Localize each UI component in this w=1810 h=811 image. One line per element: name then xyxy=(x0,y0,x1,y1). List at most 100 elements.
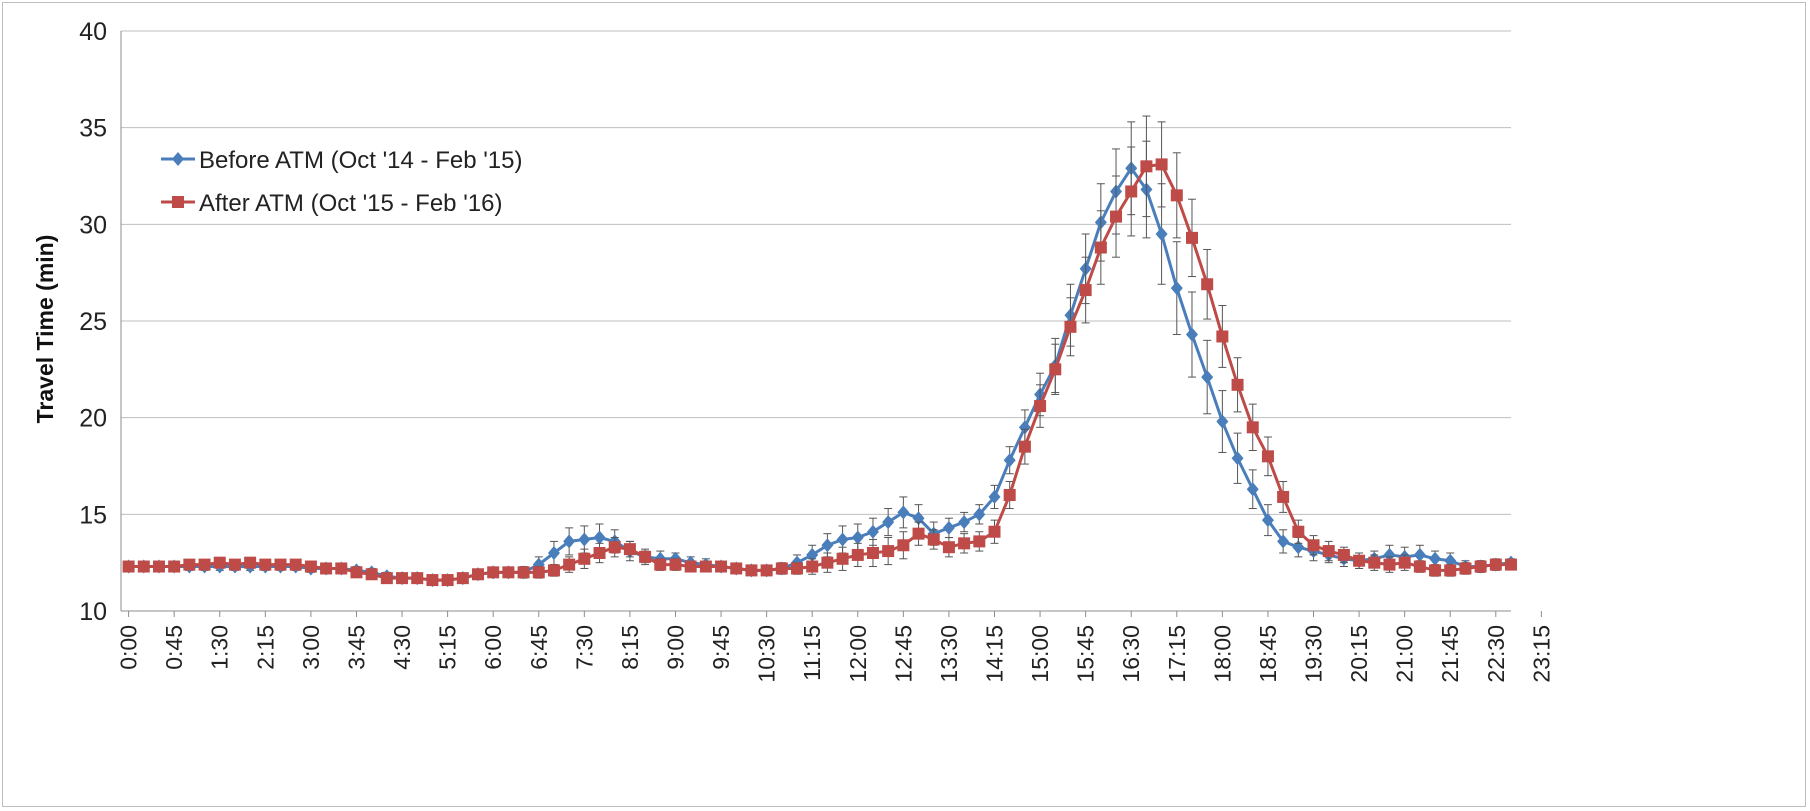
y-tick-label: 10 xyxy=(79,598,107,626)
data-point xyxy=(866,524,879,539)
data-point xyxy=(137,560,150,573)
data-point xyxy=(1277,490,1290,503)
x-tick-label: 19:30 xyxy=(1301,625,1327,683)
data-point xyxy=(1337,548,1350,561)
data-point xyxy=(1170,189,1183,202)
data-point xyxy=(1201,278,1214,291)
x-tick-label: 18:45 xyxy=(1255,625,1281,683)
data-point xyxy=(973,507,986,522)
data-point xyxy=(487,566,500,579)
data-point xyxy=(988,525,1001,538)
axes xyxy=(120,31,1511,612)
x-tick-label: 22:30 xyxy=(1483,625,1509,683)
data-point xyxy=(684,560,697,573)
y-tick-label: 40 xyxy=(79,18,107,46)
legend-entry-before: Before ATM (Oct '14 - Feb '15) xyxy=(161,147,523,174)
x-tick-label: 21:00 xyxy=(1392,625,1418,683)
data-point xyxy=(304,560,317,573)
data-point xyxy=(593,547,606,559)
x-tick-label: 15:45 xyxy=(1073,625,1099,683)
data-point xyxy=(1003,489,1016,501)
data-point xyxy=(1383,547,1396,562)
gridlines xyxy=(121,30,1511,515)
data-point xyxy=(1216,414,1229,429)
data-point xyxy=(1201,370,1214,385)
data-point xyxy=(1429,564,1442,577)
data-point xyxy=(1398,556,1411,569)
data-point xyxy=(669,558,682,571)
data-point xyxy=(1155,158,1168,171)
x-tick-label: 3:45 xyxy=(343,625,369,670)
data-point xyxy=(806,560,819,573)
data-point xyxy=(1246,482,1259,497)
x-tick-label: 0:00 xyxy=(116,625,142,670)
data-point xyxy=(1231,378,1244,391)
data-point xyxy=(654,558,667,571)
data-point xyxy=(563,558,576,571)
data-point xyxy=(1018,420,1031,435)
data-point xyxy=(927,533,940,546)
y-tick-labels: 10 15 20 25 30 35 40 xyxy=(79,18,107,626)
series-line xyxy=(128,166,1512,582)
data-point xyxy=(335,562,348,575)
data-point xyxy=(882,545,895,558)
data-point xyxy=(563,534,576,549)
data-point xyxy=(1094,241,1107,254)
y-tick-label: 20 xyxy=(79,405,107,433)
data-point xyxy=(213,556,226,569)
x-tick-label: 21:45 xyxy=(1437,625,1463,683)
data-point xyxy=(1231,451,1244,466)
x-tick-label: 3:00 xyxy=(298,625,324,670)
x-tick-label: 23:15 xyxy=(1528,625,1554,683)
data-point xyxy=(228,558,241,571)
data-point xyxy=(1185,231,1198,244)
data-point xyxy=(608,541,621,554)
data-point xyxy=(836,532,849,547)
data-point xyxy=(1322,545,1335,558)
data-point xyxy=(411,572,424,585)
data-point xyxy=(532,566,545,579)
data-point xyxy=(1474,560,1487,573)
legend-label-before: Before ATM (Oct '14 - Feb '15) xyxy=(199,147,523,174)
data-point xyxy=(1353,554,1366,567)
x-tick-labels: 0:00 0:45 1:30 2:15 3:00 3:45 4:30 5:15 6:00 6:45… xyxy=(116,611,1554,683)
legend-marker-before xyxy=(172,152,184,166)
x-tick-label: 11:15 xyxy=(799,625,825,681)
data-point xyxy=(578,552,591,565)
data-point xyxy=(821,538,834,553)
y-tick-label: 25 xyxy=(79,308,107,336)
data-point xyxy=(897,539,910,552)
data-point xyxy=(760,564,773,577)
x-tick-label: 15:00 xyxy=(1027,625,1053,683)
y-tick-label: 30 xyxy=(79,211,107,239)
data-point xyxy=(183,558,196,571)
data-point xyxy=(988,489,1001,504)
data-point xyxy=(836,552,849,565)
data-point xyxy=(456,572,469,585)
data-point xyxy=(623,543,636,556)
data-point xyxy=(1034,400,1047,413)
data-point xyxy=(1018,440,1031,453)
y-axis-label: Travel Time (min) xyxy=(32,235,58,424)
series-line xyxy=(128,162,1511,582)
data-point xyxy=(198,558,211,571)
data-point xyxy=(396,572,409,585)
data-point xyxy=(1110,210,1123,223)
data-point xyxy=(168,560,181,573)
data-point xyxy=(1459,562,1472,575)
data-point xyxy=(1307,539,1320,552)
data-point xyxy=(866,547,879,559)
x-tick-label: 5:15 xyxy=(435,625,461,670)
data-point xyxy=(851,530,864,545)
data-point xyxy=(593,530,606,545)
series-plot-area xyxy=(122,115,1517,588)
data-point xyxy=(289,558,302,571)
x-tick-label: 2:15 xyxy=(252,625,278,670)
legend-marker-after xyxy=(172,196,184,208)
data-point xyxy=(274,558,287,571)
x-tick-label: 17:15 xyxy=(1164,625,1190,683)
data-point xyxy=(1003,453,1016,468)
data-point xyxy=(1429,551,1442,566)
x-tick-label: 10:30 xyxy=(754,625,780,683)
